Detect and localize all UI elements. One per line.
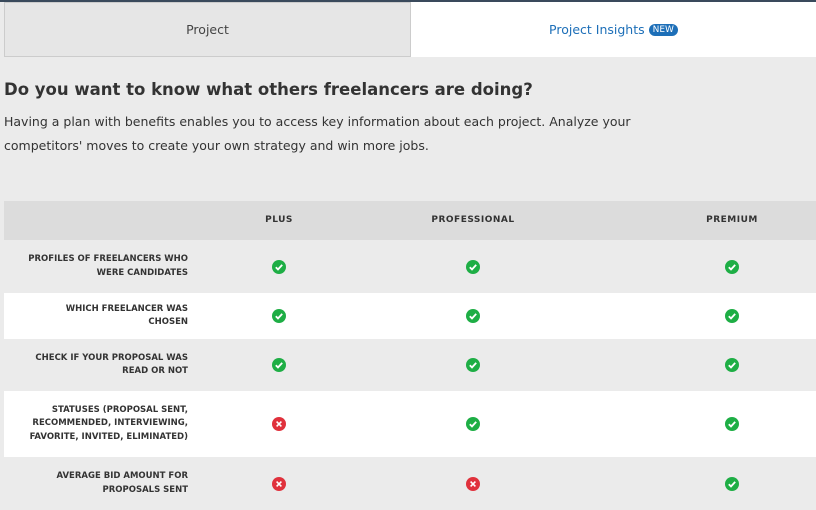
check-icon (725, 259, 739, 274)
cross-icon (272, 417, 286, 431)
check-icon (466, 259, 480, 274)
check-icon (725, 476, 739, 491)
feature-label: CHECK IF YOUR PROPOSAL WAS READ OR NOT (35, 352, 188, 377)
check-icon (725, 309, 739, 323)
column-header: PLUS (265, 215, 293, 225)
badge: NEW (648, 23, 678, 36)
check-icon (466, 417, 480, 431)
column-header: PROFESSIONAL (431, 215, 515, 225)
description: Having a plan with benefits enables you … (4, 114, 631, 153)
plans-table: PLUS PROFESSIONAL PREMIUM PROFILES OF FREEL… (4, 201, 816, 510)
check-icon (272, 309, 286, 323)
table-row: PROFILES OF FREELANCERS WHO WERE CANDIDA… (4, 240, 816, 293)
table-row: WHICH FREELANCER WAS CHOSEN (4, 293, 816, 339)
tab-label: Project Insights (549, 22, 645, 37)
feature-label: PROFILES OF FREELANCERS WHO WERE CANDIDA… (28, 254, 188, 278)
feature-label: WHICH FREELANCER WAS CHOSEN (65, 303, 188, 328)
check-icon (272, 259, 286, 274)
check-icon (725, 358, 739, 372)
table-row: CHECK IF YOUR PROPOSAL WAS READ OR NOT (4, 339, 816, 391)
feature-label: AVERAGE BID AMOUNT FOR PROPOSALS SENT (56, 471, 188, 495)
tab[interactable]: Project Insights NEW (411, 2, 816, 57)
check-icon (725, 417, 739, 431)
check-icon (466, 309, 480, 323)
tab-label: Project (186, 22, 229, 37)
table-row: AVERAGE BID AMOUNT FOR PROPOSALS SENT (4, 457, 816, 510)
column-header: PREMIUM (706, 215, 758, 225)
feature-label: STATUSES (PROPOSAL SENT, RECOMMENDED, IN… (29, 404, 188, 442)
tab[interactable]: Project (4, 2, 411, 57)
table-row: STATUSES (PROPOSAL SENT, RECOMMENDED, IN… (4, 391, 816, 457)
check-icon (272, 358, 286, 372)
tabs: Project Project Insights NEW (0, 0, 816, 57)
cross-icon (466, 476, 480, 491)
header-row: PLUS PROFESSIONAL PREMIUM (4, 201, 816, 240)
cross-icon (272, 476, 286, 491)
check-icon (466, 358, 480, 372)
heading: Do you want to know what others freelanc… (4, 80, 533, 99)
